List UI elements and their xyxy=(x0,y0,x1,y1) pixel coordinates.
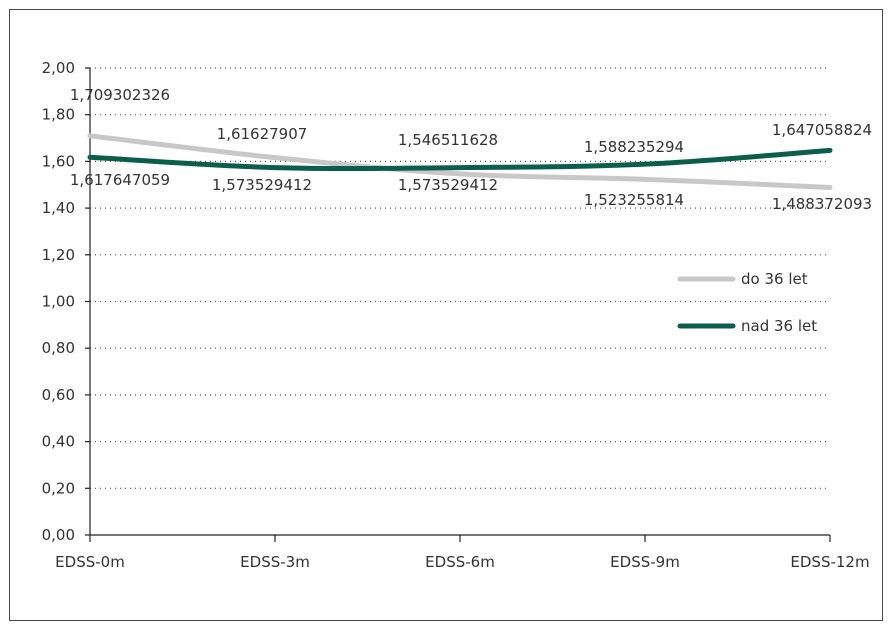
data-label: 1,709302326 xyxy=(70,86,170,104)
x-tick-label: EDSS-6m xyxy=(425,553,495,571)
legend-label: do 36 let xyxy=(741,270,808,288)
data-label: 1,488372093 xyxy=(772,195,872,213)
data-label: 1,573529412 xyxy=(398,176,498,194)
chart-frame xyxy=(9,9,883,621)
gridlines xyxy=(90,67,830,489)
x-tick-label: EDSS-12m xyxy=(790,553,869,571)
y-tick-label: 1,20 xyxy=(42,246,75,264)
x-tick-label: EDSS-3m xyxy=(240,553,310,571)
x-tick-label: EDSS-9m xyxy=(610,553,680,571)
data-label: 1,617647059 xyxy=(70,171,170,189)
legend: do 36 let nad 36 let xyxy=(677,270,817,335)
data-label: 1,523255814 xyxy=(584,191,684,209)
x-tick-label: EDSS-0m xyxy=(55,553,125,571)
series-line-2 xyxy=(87,147,833,172)
x-tick-labels: EDSS-0m EDSS-3m EDSS-6m EDSS-9m EDSS-12m xyxy=(55,553,869,571)
y-tick-label: 1,40 xyxy=(42,199,75,217)
y-tick-label: 0,60 xyxy=(42,386,75,404)
data-label: 1,588235294 xyxy=(584,138,684,156)
y-tick-label: 1,00 xyxy=(42,293,75,311)
data-label: 1,546511628 xyxy=(398,131,498,149)
y-tick-label: 0,80 xyxy=(42,339,75,357)
series-lines xyxy=(87,133,833,190)
y-tick-label: 0,40 xyxy=(42,433,75,451)
legend-label: nad 36 let xyxy=(741,317,817,335)
y-tick-labels: 0,00 0,20 0,40 0,60 0,80 1,00 1,20 1,40 1,60 1,80… xyxy=(42,59,75,544)
y-tick-label: 0,20 xyxy=(42,479,75,497)
data-label: 1,647058824 xyxy=(772,121,872,139)
axes xyxy=(85,67,831,542)
data-label: 1,61627907 xyxy=(217,125,308,143)
y-tick-label: 2,00 xyxy=(42,59,75,77)
series-line-1 xyxy=(87,133,833,190)
y-tick-label: 1,80 xyxy=(42,106,75,124)
data-label: 1,573529412 xyxy=(212,176,312,194)
y-tick-label: 0,00 xyxy=(42,526,75,544)
y-tick-label: 1,60 xyxy=(42,152,75,170)
data-labels: 1,709302326 1,61627907 1,546511628 1,523255… xyxy=(70,86,872,213)
